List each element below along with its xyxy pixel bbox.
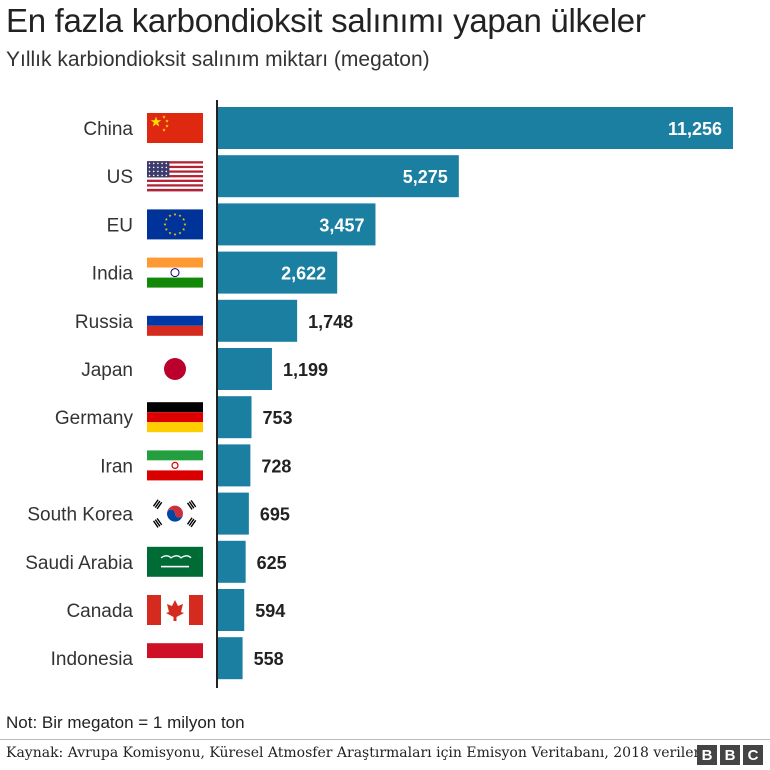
category-label: US <box>107 167 133 188</box>
chart-subtitle: Yıllık karbiondioksit salınım miktarı (m… <box>6 48 430 71</box>
bar <box>217 637 243 680</box>
category-label: Saudi Arabia <box>25 553 133 574</box>
bar <box>217 492 249 535</box>
value-label: 1,748 <box>308 312 353 332</box>
bar <box>217 540 246 583</box>
bbc-logo: B B C <box>697 745 763 765</box>
value-label: 11,256 <box>668 119 722 139</box>
value-label: 558 <box>254 649 284 669</box>
value-label: 2,622 <box>281 264 326 284</box>
bar <box>217 203 376 246</box>
bbc-logo-letter: C <box>743 745 763 765</box>
source-text: Kaynak: Avrupa Komisyonu, Küresel Atmosf… <box>6 745 705 761</box>
japan-flag-icon <box>147 354 203 384</box>
category-label: India <box>92 264 134 285</box>
bar <box>217 251 338 294</box>
category-label: Indonesia <box>51 649 134 670</box>
bar <box>217 155 459 198</box>
value-label: 1,199 <box>283 360 328 380</box>
category-label: Canada <box>66 601 133 622</box>
germany-flag-icon <box>147 402 203 433</box>
category-label: EU <box>107 215 133 236</box>
india-flag-icon <box>147 257 203 288</box>
south-korea-flag-icon <box>147 498 203 529</box>
footnote: Not: Bir megaton = 1 milyon ton <box>6 713 245 732</box>
value-label: 3,457 <box>319 215 364 235</box>
eu-flag-icon <box>147 209 203 240</box>
category-label: Russia <box>75 312 134 333</box>
indonesia-flag-icon <box>147 643 203 674</box>
category-label: South Korea <box>27 505 133 526</box>
value-label: 625 <box>257 553 287 573</box>
russia-flag-icon <box>147 305 203 336</box>
bar <box>217 444 251 487</box>
value-label: 594 <box>255 601 285 621</box>
bar <box>217 299 298 342</box>
chart-title: En fazla karbondioksit salınımı yapan ül… <box>6 2 646 39</box>
category-label: Japan <box>81 360 133 381</box>
value-label: 5,275 <box>403 167 448 187</box>
bar <box>217 107 733 149</box>
bar <box>217 396 252 439</box>
bar-chart: China 11,256 US 5,275 EU 3,457 India 2,622 Russi… <box>25 100 733 688</box>
china-flag-icon <box>147 113 203 143</box>
us-flag-icon <box>147 161 203 192</box>
category-label: Iran <box>100 456 133 477</box>
value-label: 728 <box>261 456 291 476</box>
category-label: Germany <box>55 408 134 429</box>
saudi-arabia-flag-icon <box>147 546 203 577</box>
footer-divider <box>0 739 770 740</box>
bar <box>217 589 245 631</box>
category-label: China <box>83 119 133 140</box>
bbc-logo-letter: B <box>697 745 717 765</box>
value-label: 695 <box>260 505 290 525</box>
canada-flag-icon <box>147 595 203 625</box>
value-label: 753 <box>263 408 293 428</box>
bar <box>217 348 272 390</box>
bbc-logo-letter: B <box>720 745 740 765</box>
iran-flag-icon <box>147 450 203 481</box>
